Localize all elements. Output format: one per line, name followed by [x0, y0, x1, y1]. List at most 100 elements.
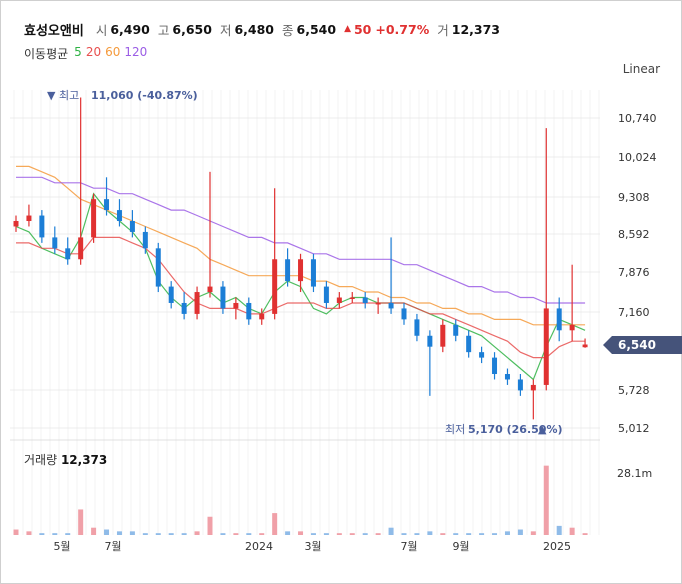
candle-body [504, 374, 510, 380]
volume-bar [194, 531, 200, 535]
volume-bar [543, 465, 549, 535]
high-marker-value: 11,060 (-40.87%) [91, 89, 198, 102]
candle-body [194, 292, 200, 314]
candle-body [13, 221, 19, 227]
volume-axis-label: 28.1m [617, 467, 652, 480]
close-value: 6,540 [296, 21, 337, 37]
candle-body [285, 259, 291, 282]
volume-bar [129, 531, 135, 535]
ma-120-label: 120 [124, 45, 148, 59]
volume-bar [233, 533, 239, 535]
candlesticks [13, 97, 588, 420]
time-axis: 5월 7월 2024 3월 7월 9월 2025 [53, 540, 571, 553]
volume-bar [142, 533, 148, 535]
moving-average-title: 이동평균 [24, 47, 69, 61]
volume-bar [569, 527, 575, 535]
volume-bar [427, 531, 433, 535]
change-percent: +0.77% [375, 21, 430, 37]
candle-body [401, 308, 407, 320]
current-price-label: 6,540 [618, 338, 656, 352]
close-label: 종 [282, 22, 294, 38]
candle-body [375, 302, 381, 305]
high-label: 고 [157, 22, 170, 38]
quote-header: 효성오앤비 시 6,490 고 6,650 저 6,480 종 6,540 ▲ … [24, 19, 508, 39]
candle-body [349, 297, 355, 300]
candle-body [39, 215, 45, 238]
volume-bar [285, 531, 291, 535]
volume-bar [181, 533, 187, 535]
low-marker: 최저 5,170 (26.50%) ▲ [445, 423, 563, 436]
candle-body [466, 335, 472, 353]
candle-body [65, 248, 71, 260]
candle-body [259, 313, 265, 320]
low-label: 저 [219, 22, 232, 38]
volume-bar [65, 533, 71, 535]
candle-body [207, 286, 213, 293]
y-tick-label: 10,740 [618, 112, 657, 125]
y-tick-label: 10,024 [618, 151, 657, 164]
candle-body [142, 231, 148, 249]
volume-bar [453, 533, 459, 535]
volume-value: 12,373 [451, 21, 500, 37]
volume-panel-label: 거래량 [24, 453, 58, 467]
volume-bar [39, 533, 45, 535]
volume-bar [362, 533, 368, 535]
price-axis: 10,740 10,024 9,308 8,592 7,876 7,160 5,728 5,0… [618, 112, 657, 435]
y-tick-label: 5,012 [618, 422, 650, 435]
ma-60-label: 60 [105, 45, 121, 59]
candle-body [310, 259, 316, 287]
volume-bar [504, 531, 510, 535]
volume-bar [323, 533, 329, 535]
candle-body [492, 357, 498, 375]
volume-bar [388, 527, 394, 535]
x-tick-label: 3월 [304, 540, 321, 553]
candle-body [517, 379, 523, 391]
candle-body [388, 302, 394, 309]
ma-120-line [16, 176, 586, 304]
candle-body [427, 335, 433, 347]
x-tick-label: 5월 [53, 540, 70, 553]
volume-bar [582, 533, 588, 535]
candle-body [414, 319, 420, 336]
volume-bar [401, 533, 407, 535]
high-marker-prefix: ▼ 최고 [47, 89, 79, 102]
volume-bar [336, 533, 342, 535]
low-marker-prefix: 최저 [445, 423, 465, 436]
candle-body [323, 286, 329, 303]
volume-bar [466, 533, 472, 535]
y-tick-label: 7,876 [618, 266, 650, 279]
moving-average-legend[interactable]: 이동평균 5 20 60 120 [24, 45, 147, 62]
scale-toggle[interactable]: Linear [622, 62, 660, 76]
stock-name[interactable]: 효성오앤비 [24, 23, 84, 39]
volume-bar [492, 533, 498, 535]
ma-20-line [16, 236, 586, 359]
volume-bar [349, 533, 355, 535]
volume-bar [104, 529, 110, 535]
high-value: 6,650 [172, 21, 212, 37]
change-up-icon: ▲ [344, 24, 351, 34]
volume-bar [26, 531, 32, 535]
candle-body [181, 302, 187, 314]
candle-body [168, 286, 174, 303]
y-tick-label: 8,592 [618, 228, 650, 241]
change-value: 50 [353, 21, 372, 37]
candle-body [298, 259, 304, 282]
volume-bar [246, 533, 252, 535]
volume-bar [375, 533, 381, 535]
x-tick-label: 2025 [543, 540, 571, 553]
open-label: 시 [95, 22, 108, 38]
volume-bar [556, 525, 562, 535]
volume-bar [517, 529, 523, 535]
candle-body [155, 248, 161, 287]
volume-bar [479, 533, 485, 535]
y-tick-label: 5,728 [618, 384, 650, 397]
volume-bars [13, 465, 588, 535]
open-value: 6,490 [110, 21, 150, 37]
ma-20-label: 20 [85, 45, 102, 59]
volume-bar [259, 533, 265, 535]
candle-body [336, 297, 342, 303]
y-tick-label: 9,308 [618, 191, 650, 204]
x-tick-label: 7월 [104, 540, 121, 553]
volume-bar [272, 513, 278, 535]
